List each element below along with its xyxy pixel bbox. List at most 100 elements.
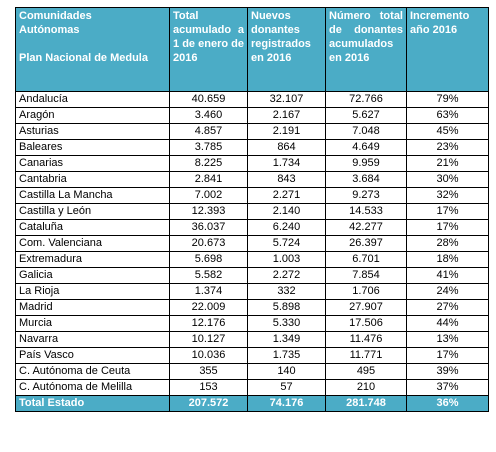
increase-cell: 23% (406, 139, 489, 156)
total-accumulated-cell: 2.841 (169, 171, 248, 188)
table-row: Asturias 4.857 2.191 7.048 45% (15, 123, 489, 140)
total-row-total: 207.572 (169, 395, 248, 412)
increase-cell: 63% (406, 107, 489, 124)
increase-cell: 13% (406, 331, 489, 348)
total-donors-cell: 26.397 (325, 235, 407, 252)
total-donors-cell: 27.907 (325, 299, 407, 316)
new-donors-cell: 2.140 (247, 203, 326, 220)
new-donors-cell: 1.735 (247, 347, 326, 364)
total-row-increase: 36% (406, 395, 489, 412)
region-name-cell: Cataluña (15, 219, 170, 236)
increase-cell: 17% (406, 203, 489, 220)
increase-cell: 45% (406, 123, 489, 140)
total-donors-cell: 14.533 (325, 203, 407, 220)
total-accumulated-cell: 3.785 (169, 139, 248, 156)
new-donors-cell: 332 (247, 283, 326, 300)
new-donors-cell: 5.898 (247, 299, 326, 316)
new-donors-cell: 864 (247, 139, 326, 156)
new-donors-cell: 6.240 (247, 219, 326, 236)
table-row: Baleares 3.785 864 4.649 23% (15, 139, 489, 156)
total-accumulated-cell: 36.037 (169, 219, 248, 236)
header-increase: Incremento año 2016 (406, 7, 489, 92)
total-donors-cell: 11.476 (325, 331, 407, 348)
table-row: C. Autónoma de Ceuta 355 140 495 39% (15, 363, 489, 380)
increase-cell: 18% (406, 251, 489, 268)
region-name-cell: Canarias (15, 155, 170, 172)
total-accumulated-cell: 20.673 (169, 235, 248, 252)
increase-cell: 39% (406, 363, 489, 380)
table-row: Com. Valenciana 20.673 5.724 26.397 28% (15, 235, 489, 252)
region-name-cell: Baleares (15, 139, 170, 156)
new-donors-cell: 2.167 (247, 107, 326, 124)
new-donors-cell: 140 (247, 363, 326, 380)
region-name-cell: Com. Valenciana (15, 235, 170, 252)
total-accumulated-cell: 8.225 (169, 155, 248, 172)
region-name-cell: Navarra (15, 331, 170, 348)
new-donors-cell: 1.349 (247, 331, 326, 348)
new-donors-cell: 1.003 (247, 251, 326, 268)
new-donors-cell: 57 (247, 379, 326, 396)
total-accumulated-cell: 12.393 (169, 203, 248, 220)
table-row: Aragón 3.460 2.167 5.627 63% (15, 107, 489, 124)
increase-cell: 44% (406, 315, 489, 332)
region-name-cell: Extremadura (15, 251, 170, 268)
table-row: País Vasco 10.036 1.735 11.771 17% (15, 347, 489, 364)
total-accumulated-cell: 4.857 (169, 123, 248, 140)
donors-table: Comunidades Autónomas Plan Nacional de M… (15, 7, 489, 412)
total-accumulated-cell: 355 (169, 363, 248, 380)
total-accumulated-cell: 3.460 (169, 107, 248, 124)
table-row: Cataluña 36.037 6.240 42.277 17% (15, 219, 489, 236)
new-donors-cell: 32.107 (247, 91, 326, 108)
increase-cell: 27% (406, 299, 489, 316)
total-donors-cell: 9.959 (325, 155, 407, 172)
region-name-cell: C. Autónoma de Ceuta (15, 363, 170, 380)
increase-cell: 41% (406, 267, 489, 284)
region-name-cell: Aragón (15, 107, 170, 124)
table-header-row: Comunidades Autónomas Plan Nacional de M… (15, 7, 489, 92)
table-row: Galicia 5.582 2.272 7.854 41% (15, 267, 489, 284)
increase-cell: 21% (406, 155, 489, 172)
region-name-cell: Cantabria (15, 171, 170, 188)
total-accumulated-cell: 10.127 (169, 331, 248, 348)
total-donors-cell: 7.048 (325, 123, 407, 140)
header-region-line1: Comunidades (19, 10, 92, 22)
table-row: La Rioja 1.374 332 1.706 24% (15, 283, 489, 300)
new-donors-cell: 2.191 (247, 123, 326, 140)
total-accumulated-cell: 1.374 (169, 283, 248, 300)
new-donors-cell: 843 (247, 171, 326, 188)
table-row: Murcia 12.176 5.330 17.506 44% (15, 315, 489, 332)
region-name-cell: Asturias (15, 123, 170, 140)
region-name-cell: C. Autónoma de Melilla (15, 379, 170, 396)
header-total-donors: Número total de donantes acumulados en 2… (325, 7, 407, 92)
table-row: Cantabria 2.841 843 3.684 30% (15, 171, 489, 188)
total-donors-cell: 210 (325, 379, 407, 396)
header-region-line3: Plan Nacional de Medula (19, 52, 148, 64)
table-body: Andalucía 40.659 32.107 72.766 79% Aragón 3.46… (15, 91, 489, 396)
total-donors-cell: 17.506 (325, 315, 407, 332)
new-donors-cell: 5.724 (247, 235, 326, 252)
table-row: Madrid 22.009 5.898 27.907 27% (15, 299, 489, 316)
table-row: Castilla y León 12.393 2.140 14.533 17% (15, 203, 489, 220)
table-row: Canarias 8.225 1.734 9.959 21% (15, 155, 489, 172)
region-name-cell: Galicia (15, 267, 170, 284)
total-row-label: Total Estado (15, 395, 170, 412)
table-row: Andalucía 40.659 32.107 72.766 79% (15, 91, 489, 108)
increase-cell: 24% (406, 283, 489, 300)
region-name-cell: Castilla y León (15, 203, 170, 220)
increase-cell: 28% (406, 235, 489, 252)
region-name-cell: La Rioja (15, 283, 170, 300)
total-donors-cell: 9.273 (325, 187, 407, 204)
total-donors-cell: 1.706 (325, 283, 407, 300)
header-region-line2: Autónomas (19, 24, 80, 36)
total-donors-cell: 7.854 (325, 267, 407, 284)
total-accumulated-cell: 5.582 (169, 267, 248, 284)
total-accumulated-cell: 153 (169, 379, 248, 396)
new-donors-cell: 2.271 (247, 187, 326, 204)
table-row: Navarra 10.127 1.349 11.476 13% (15, 331, 489, 348)
increase-cell: 30% (406, 171, 489, 188)
region-name-cell: Murcia (15, 315, 170, 332)
total-donors-cell: 3.684 (325, 171, 407, 188)
new-donors-cell: 5.330 (247, 315, 326, 332)
region-name-cell: Madrid (15, 299, 170, 316)
total-accumulated-cell: 40.659 (169, 91, 248, 108)
